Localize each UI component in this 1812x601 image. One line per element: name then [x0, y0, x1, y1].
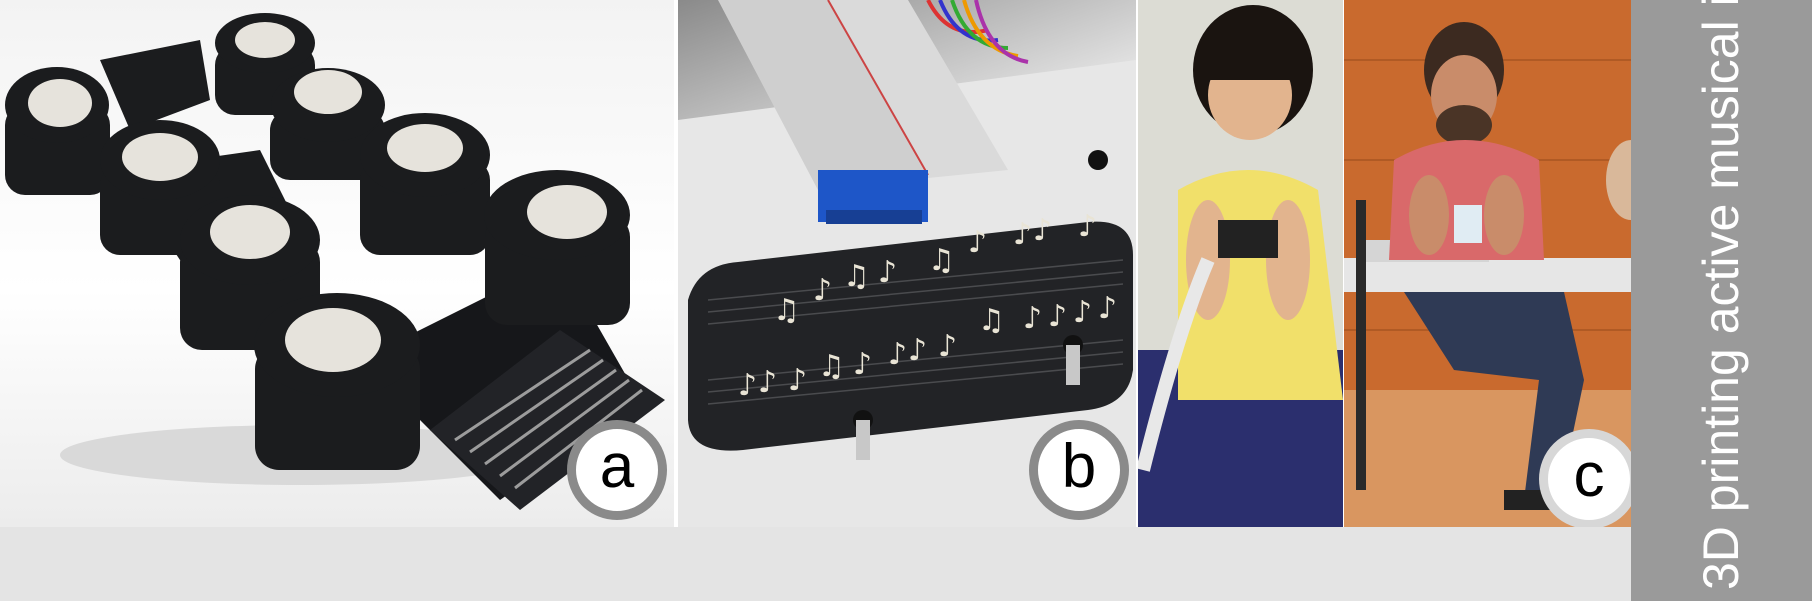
svg-text:♫: ♫	[818, 349, 845, 384]
photo-panel-a: a	[0, 0, 674, 527]
bottom-bar	[0, 527, 1631, 601]
svg-text:♪: ♪	[888, 337, 907, 372]
panel-a-badge: a	[567, 420, 667, 520]
svg-text:♪: ♪	[1033, 213, 1052, 248]
svg-text:♪: ♪	[878, 255, 897, 290]
svg-text:♫: ♫	[843, 259, 870, 294]
svg-text:♪: ♪	[758, 365, 777, 400]
side-title: 3D printing active musical instruments	[1688, 10, 1754, 590]
photo-panel-c-child	[1138, 0, 1343, 527]
photo-panel-b: ♫ ♪ ♫ ♪ ♫ ♪ ♪ ♪ ♪ ♪ ♪ ♪ ♫ ♪ ♪ ♪ ♪ ♫ ♪ ♪ …	[678, 0, 1136, 527]
svg-text:♪: ♪	[788, 363, 807, 398]
panel-b-badge: b	[1029, 420, 1129, 520]
svg-text:♪: ♪	[853, 347, 872, 382]
speaker-pad-icon	[5, 67, 110, 195]
svg-text:♪: ♪	[1013, 217, 1032, 252]
side-title-strip: 3D printing active musical instruments	[1631, 0, 1812, 601]
photo-panel-c-performer: c	[1344, 0, 1631, 527]
svg-text:♪: ♪	[968, 225, 987, 260]
svg-text:♪: ♪	[1098, 291, 1117, 326]
svg-text:♪: ♪	[1078, 209, 1097, 244]
svg-text:♪: ♪	[1073, 295, 1092, 330]
svg-text:♪: ♪	[1048, 299, 1067, 334]
panel-a-badge-label: a	[600, 436, 634, 498]
svg-text:♪: ♪	[938, 329, 957, 364]
svg-text:♪: ♪	[1023, 301, 1042, 336]
panel-c-badge-label: c	[1574, 445, 1605, 507]
svg-text:♪: ♪	[813, 273, 832, 308]
child-illustration	[1138, 0, 1343, 527]
svg-text:♫: ♫	[928, 243, 955, 278]
panel-c-badge: c	[1539, 429, 1631, 527]
panel-b-badge-label: b	[1062, 436, 1096, 498]
svg-text:♪: ♪	[738, 368, 757, 403]
svg-text:♫: ♫	[773, 293, 800, 328]
svg-text:♪: ♪	[908, 333, 927, 368]
svg-text:♫: ♫	[978, 303, 1005, 338]
